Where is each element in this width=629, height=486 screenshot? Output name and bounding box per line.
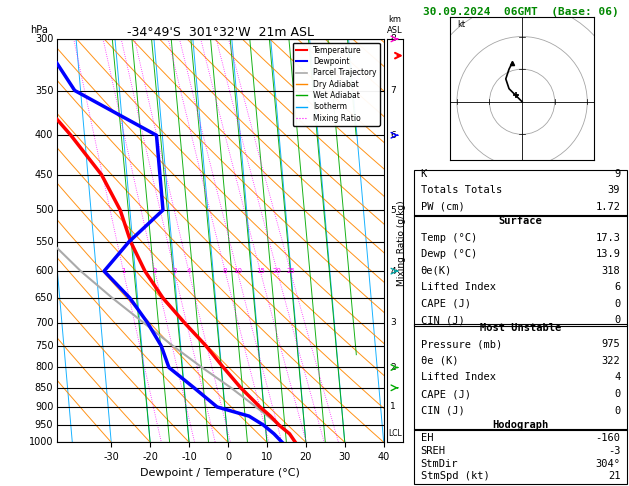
Text: K: K — [421, 169, 427, 179]
Text: StmSpd (kt): StmSpd (kt) — [421, 471, 489, 481]
Text: km
ASL: km ASL — [387, 16, 403, 35]
X-axis label: Dewpoint / Temperature (°C): Dewpoint / Temperature (°C) — [140, 468, 300, 478]
Text: 304°: 304° — [595, 458, 620, 469]
Text: Hodograph: Hodograph — [493, 420, 548, 430]
Text: CAPE (J): CAPE (J) — [421, 298, 470, 309]
Text: SREH: SREH — [421, 446, 446, 456]
Text: 318: 318 — [601, 265, 620, 276]
Text: 800: 800 — [35, 363, 53, 372]
Text: 1: 1 — [121, 268, 126, 275]
Text: 9: 9 — [614, 169, 620, 179]
Text: 4: 4 — [187, 268, 191, 275]
Text: 300: 300 — [35, 34, 53, 44]
Text: Lifted Index: Lifted Index — [421, 282, 496, 292]
Text: 0: 0 — [614, 389, 620, 399]
Text: 3: 3 — [390, 318, 396, 327]
Text: 8: 8 — [390, 35, 396, 43]
Text: 30.09.2024  06GMT  (Base: 06): 30.09.2024 06GMT (Base: 06) — [423, 7, 618, 17]
Text: 500: 500 — [35, 205, 53, 215]
Text: LCL: LCL — [388, 429, 401, 438]
Text: CIN (J): CIN (J) — [421, 315, 464, 325]
Text: Lifted Index: Lifted Index — [421, 372, 496, 382]
Text: Temp (°C): Temp (°C) — [421, 232, 477, 243]
Text: 0: 0 — [614, 298, 620, 309]
Text: Pressure (mb): Pressure (mb) — [421, 339, 502, 349]
Text: 0: 0 — [614, 405, 620, 416]
Text: 850: 850 — [35, 383, 53, 393]
Text: 7: 7 — [390, 86, 396, 95]
Text: 700: 700 — [35, 318, 53, 328]
Text: 0: 0 — [614, 315, 620, 325]
Text: 600: 600 — [35, 266, 53, 276]
Text: θe (K): θe (K) — [421, 356, 458, 366]
Text: 15: 15 — [256, 268, 265, 275]
Text: 17.3: 17.3 — [595, 232, 620, 243]
Text: EH: EH — [421, 433, 433, 443]
Text: kt: kt — [457, 20, 465, 29]
Text: 2: 2 — [391, 363, 396, 372]
Text: 550: 550 — [35, 237, 53, 247]
Text: 1.72: 1.72 — [595, 202, 620, 212]
Text: 322: 322 — [601, 356, 620, 366]
Text: 1000: 1000 — [29, 437, 53, 447]
Text: 3: 3 — [172, 268, 177, 275]
Text: θe(K): θe(K) — [421, 265, 452, 276]
Text: 450: 450 — [35, 170, 53, 180]
Title: -34°49'S  301°32'W  21m ASL: -34°49'S 301°32'W 21m ASL — [126, 26, 314, 39]
Text: 6: 6 — [390, 131, 396, 140]
Text: 39: 39 — [608, 185, 620, 195]
Text: 4: 4 — [614, 372, 620, 382]
Text: 21: 21 — [608, 471, 620, 481]
Text: 350: 350 — [35, 86, 53, 96]
Text: 900: 900 — [35, 402, 53, 412]
Legend: Temperature, Dewpoint, Parcel Trajectory, Dry Adiabat, Wet Adiabat, Isotherm, Mi: Temperature, Dewpoint, Parcel Trajectory… — [292, 43, 380, 125]
Text: CIN (J): CIN (J) — [421, 405, 464, 416]
Text: Most Unstable: Most Unstable — [480, 323, 561, 333]
Text: CAPE (J): CAPE (J) — [421, 389, 470, 399]
Text: Mixing Ratio (g/kg): Mixing Ratio (g/kg) — [397, 200, 406, 286]
Text: Surface: Surface — [499, 216, 542, 226]
Text: 4: 4 — [391, 267, 396, 276]
Text: 750: 750 — [35, 341, 53, 351]
Text: 20: 20 — [272, 268, 282, 275]
Text: 13.9: 13.9 — [595, 249, 620, 259]
Text: 650: 650 — [35, 293, 53, 303]
Text: PW (cm): PW (cm) — [421, 202, 464, 212]
Text: 975: 975 — [601, 339, 620, 349]
Text: Totals Totals: Totals Totals — [421, 185, 502, 195]
Text: hPa: hPa — [30, 25, 48, 35]
Text: 5: 5 — [390, 206, 396, 214]
Text: 2: 2 — [153, 268, 157, 275]
Text: 400: 400 — [35, 130, 53, 140]
Text: Dewp (°C): Dewp (°C) — [421, 249, 477, 259]
Text: -160: -160 — [595, 433, 620, 443]
Text: -3: -3 — [608, 446, 620, 456]
Text: 950: 950 — [35, 420, 53, 430]
Text: 6: 6 — [614, 282, 620, 292]
Text: 1: 1 — [390, 402, 396, 412]
Text: StmDir: StmDir — [421, 458, 458, 469]
Text: 10: 10 — [233, 268, 242, 275]
Text: 8: 8 — [223, 268, 227, 275]
Text: 25: 25 — [286, 268, 295, 275]
